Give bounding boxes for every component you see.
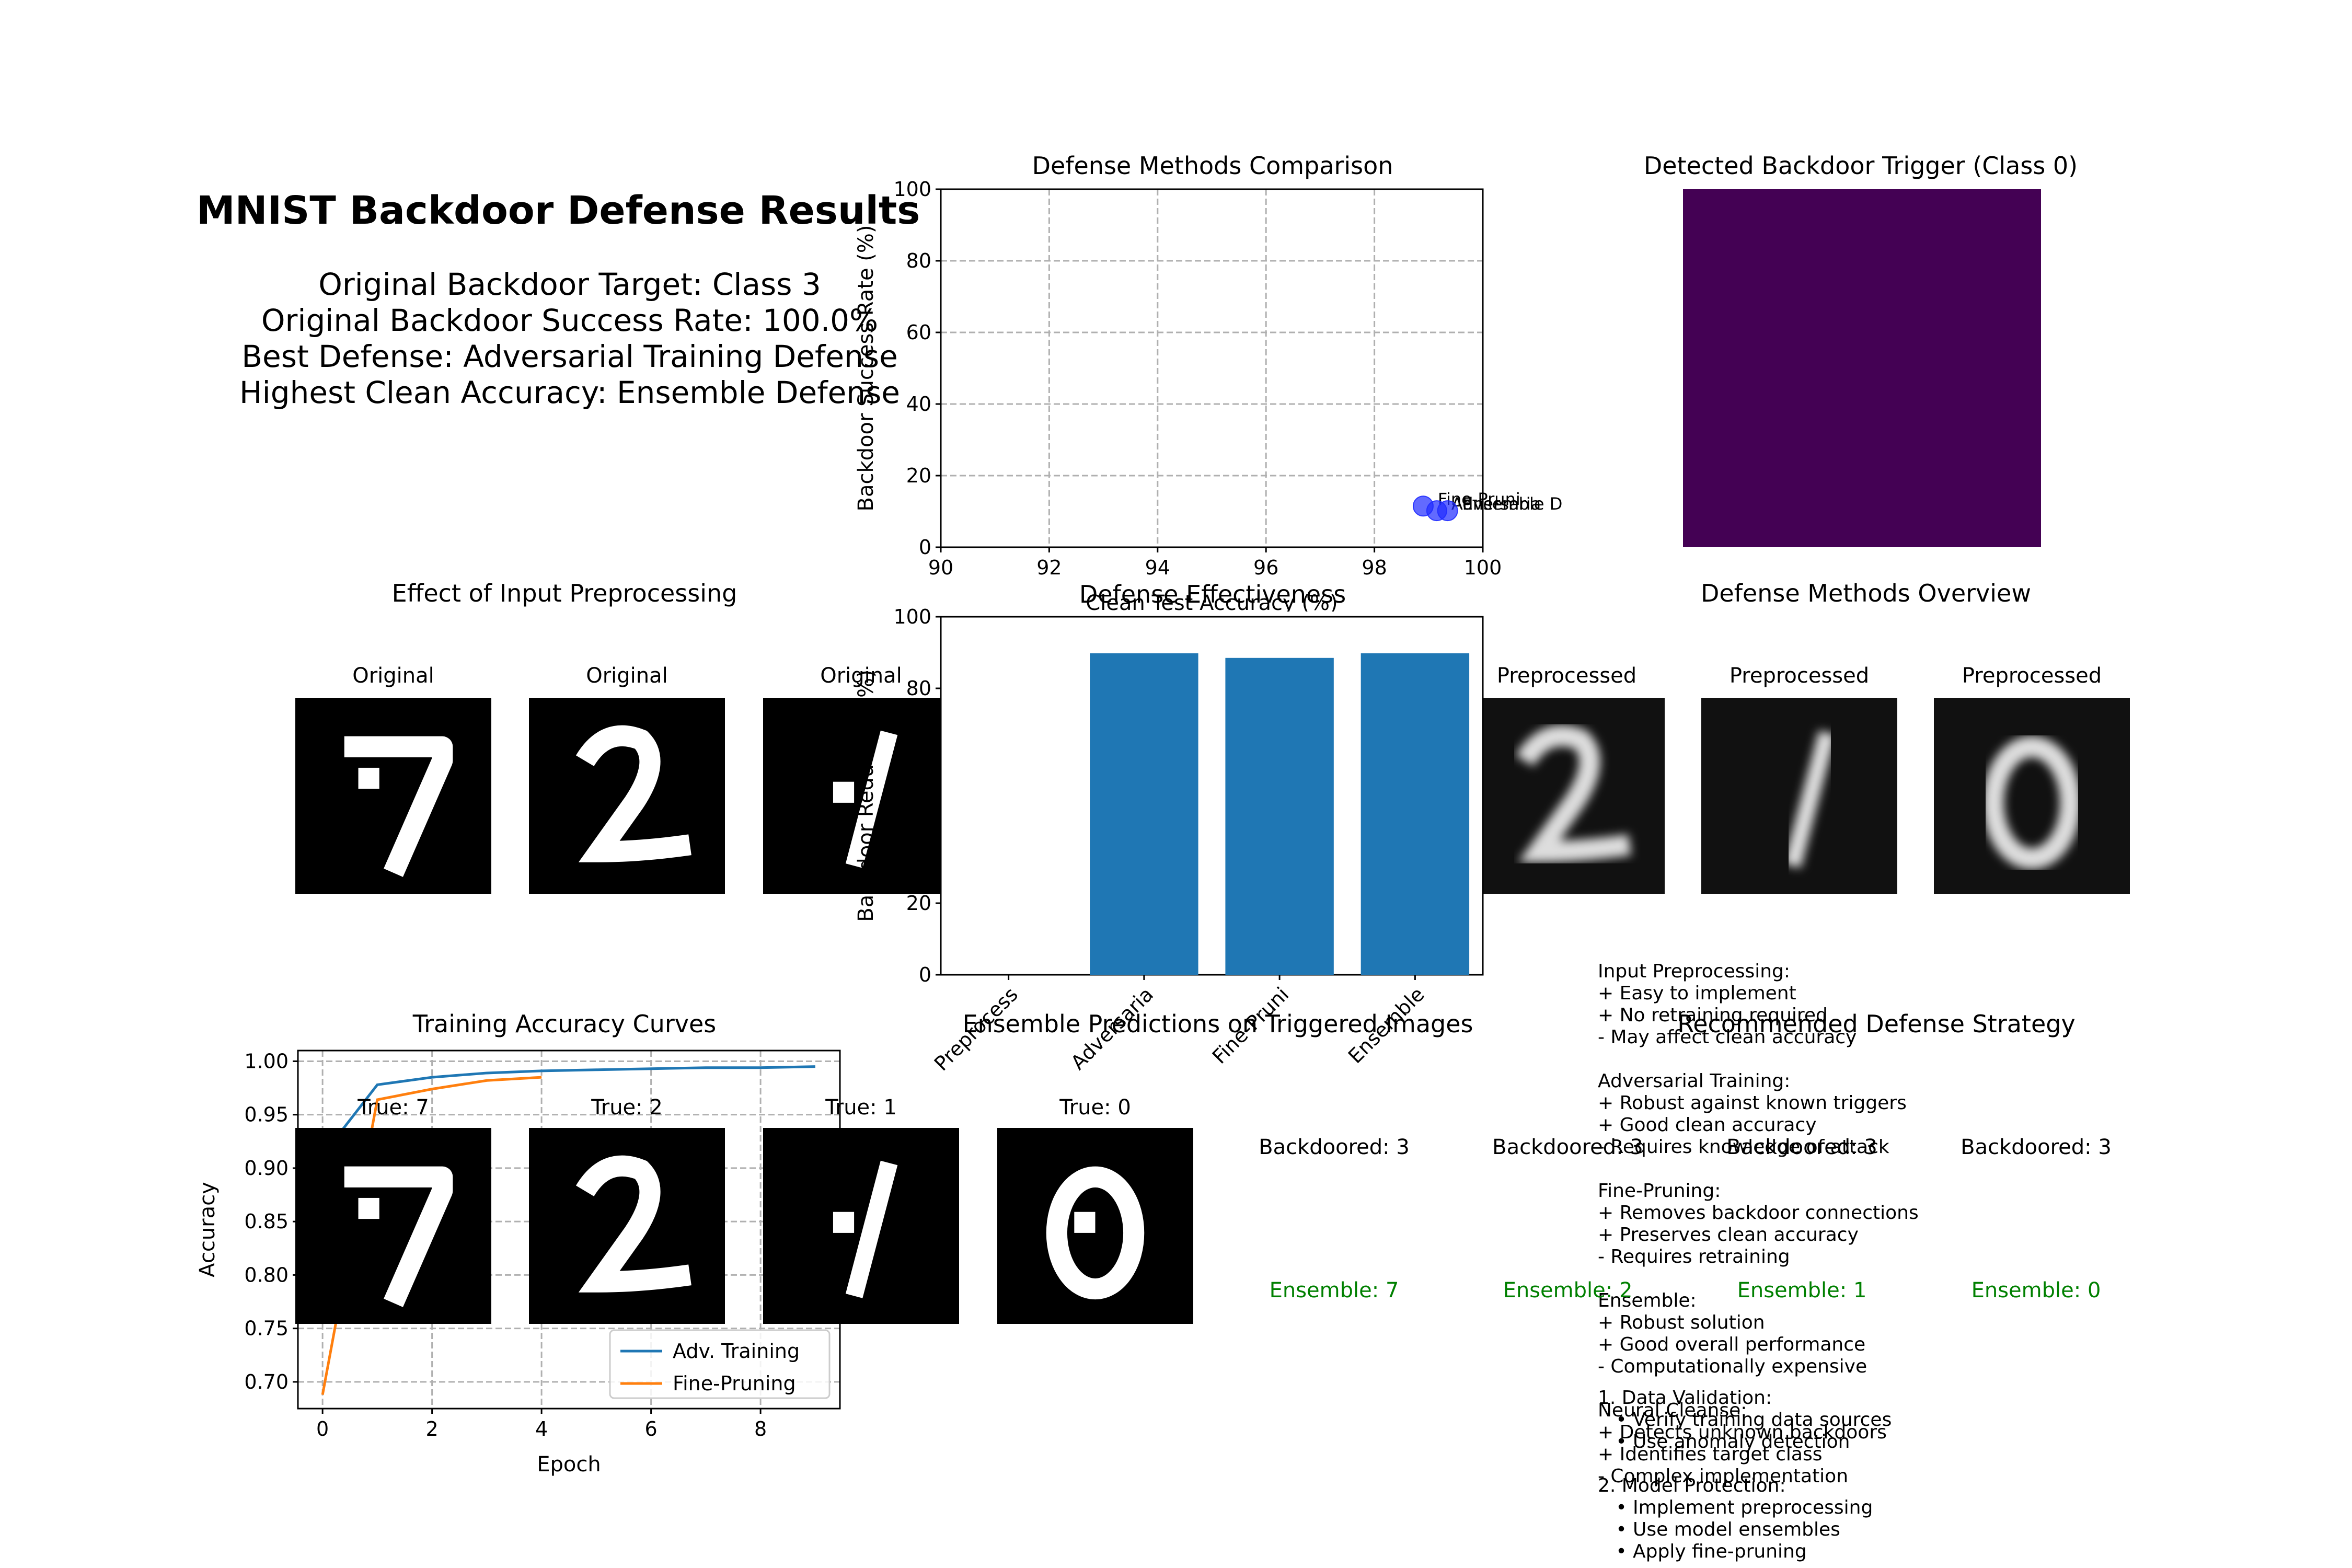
backdoored-label: Backdoored: 3 xyxy=(1259,1135,1410,1159)
x-tick-label: 2 xyxy=(426,1417,439,1440)
strategy-text: 1. Data Validation: • Verify training da… xyxy=(1598,1387,1892,1562)
x-tick-label: 0 xyxy=(316,1417,329,1440)
preprocessed-image-0 xyxy=(1934,698,2130,894)
data-point xyxy=(1437,500,1458,522)
y-axis-label: Backdoor Success Rate (%) xyxy=(854,225,878,512)
y-tick-label: 60 xyxy=(906,748,931,771)
backdoored-label: Backdoored: 3 xyxy=(1492,1135,1643,1159)
y-tick-label: 0 xyxy=(919,536,931,559)
trigger-image xyxy=(1683,189,2041,547)
true-label: True: 2 xyxy=(591,1096,663,1120)
preprocessed-label: Preprocessed xyxy=(1496,664,1637,688)
triggered-image-1 xyxy=(763,1128,959,1324)
ensemble-title: Ensemble Predictions on Triggered Images xyxy=(962,1010,1473,1038)
triggered-image-7 xyxy=(295,1128,491,1324)
summary-line: Highest Clean Accuracy: Ensemble Defense xyxy=(239,375,900,410)
true-label: True: 0 xyxy=(1059,1096,1131,1120)
strategy-title: Recommended Defense Strategy xyxy=(1677,1010,2076,1038)
x-tick-label: 90 xyxy=(928,556,953,579)
original-label: Original xyxy=(352,664,434,688)
x-tick-label: 4 xyxy=(535,1417,548,1440)
overview-text: Input Preprocessing: + Easy to implement… xyxy=(1598,961,1919,1487)
preprocessing-title: Effect of Input Preprocessing xyxy=(391,579,737,607)
summary-block: Original Backdoor Target: Class 3 Origin… xyxy=(188,267,951,411)
y-tick-label: 20 xyxy=(906,464,931,487)
x-axis-label: Clean Test Accuracy (%) xyxy=(1086,591,1338,612)
backdoored-label: Backdoored: 3 xyxy=(1726,1135,1877,1159)
triggered-image-0 xyxy=(997,1128,1193,1324)
x-tick-label: 100 xyxy=(1464,556,1502,579)
legend-label: Fine-Pruning xyxy=(673,1372,796,1395)
y-tick-label: 40 xyxy=(906,820,931,843)
preprocessed-label: Preprocessed xyxy=(1729,664,1870,688)
y-tick-label: 0.75 xyxy=(244,1317,289,1340)
bar xyxy=(1090,653,1198,975)
digit-image-7 xyxy=(295,698,491,894)
ensemble-label: Ensemble: 7 xyxy=(1269,1278,1399,1302)
x-tick-label: 96 xyxy=(1253,556,1278,579)
y-tick-label: 80 xyxy=(906,249,931,272)
preprocessed-image-2 xyxy=(1469,698,1665,894)
bar-chart: Preprocess Adversaria Fine-Pruni Ensemble02… xyxy=(854,605,1484,1075)
preprocessed-image-1 xyxy=(1701,698,1897,894)
preprocessed-label: Preprocessed xyxy=(1962,664,2102,688)
bar-title: Defense Effectiveness xyxy=(1079,580,1346,608)
ensemble-label: Ensemble: 0 xyxy=(1971,1278,2101,1302)
triggered-image-2 xyxy=(529,1128,725,1324)
digit-image-2 xyxy=(529,698,725,894)
y-tick-label: 0.90 xyxy=(244,1157,289,1180)
digit-image-1 xyxy=(763,698,959,894)
x-tick-label: 98 xyxy=(1362,556,1387,579)
legend-box xyxy=(609,1329,831,1399)
series-line xyxy=(321,1065,815,1156)
trigger-title: Detected Backdoor Trigger (Class 0) xyxy=(1643,152,2078,180)
point-label: Adversaria xyxy=(1451,494,1541,514)
axes-frame xyxy=(940,188,1484,548)
y-tick-label: 100 xyxy=(893,178,931,201)
y-tick-label: 60 xyxy=(906,321,931,344)
ensemble-label: Ensemble: 1 xyxy=(1737,1278,1867,1302)
y-axis-label: Accuracy xyxy=(195,1182,220,1277)
y-tick-label: 100 xyxy=(893,605,931,628)
y-tick-label: 1.00 xyxy=(244,1050,289,1073)
summary-line: Original Backdoor Success Rate: 100.0% xyxy=(261,303,879,338)
bar xyxy=(1225,658,1334,975)
x-axis-label: Epoch xyxy=(537,1452,601,1477)
x-tick-label: 6 xyxy=(645,1417,658,1440)
x-tick-label: 92 xyxy=(1036,556,1062,579)
true-label: True: 1 xyxy=(825,1096,897,1120)
y-tick-label: 0.95 xyxy=(244,1103,289,1126)
legend-label: Adv. Training xyxy=(673,1340,800,1363)
y-tick-label: 80 xyxy=(906,677,931,700)
summary-line: Original Backdoor Target: Class 3 xyxy=(318,267,821,302)
y-tick-label: 0.70 xyxy=(244,1370,289,1393)
original-label: Original xyxy=(820,664,902,688)
y-tick-label: 20 xyxy=(906,892,931,915)
true-label: True: 7 xyxy=(358,1096,429,1120)
page-title: MNIST Backdoor Defense Results xyxy=(197,188,920,233)
overview-title: Defense Methods Overview xyxy=(1701,579,2031,607)
y-axis-label: Backdoor Reduction (%) xyxy=(854,670,878,922)
ensemble-label: Ensemble: 2 xyxy=(1503,1278,1633,1302)
y-tick-label: 40 xyxy=(906,393,931,416)
line-title: Training Accuracy Curves xyxy=(412,1010,717,1038)
backdoored-label: Backdoored: 3 xyxy=(1961,1135,2112,1159)
scatter-title: Defense Methods Comparison xyxy=(1032,152,1393,180)
bar xyxy=(1361,653,1470,975)
point-label: Ensemble D xyxy=(1462,494,1563,514)
x-tick-label: 94 xyxy=(1145,556,1170,579)
original-label: Original xyxy=(586,664,668,688)
scatter-chart: 90 92 94 96 98 100 0 20 40 60 80 100 Clean Test Accu… xyxy=(854,178,1563,612)
x-tick-label: 8 xyxy=(754,1417,767,1440)
summary-line: Best Defense: Adversarial Training Defen… xyxy=(241,339,898,374)
y-tick-label: 0.80 xyxy=(244,1263,289,1286)
y-tick-label: 0 xyxy=(919,963,931,986)
y-tick-label: 0.85 xyxy=(244,1210,289,1233)
